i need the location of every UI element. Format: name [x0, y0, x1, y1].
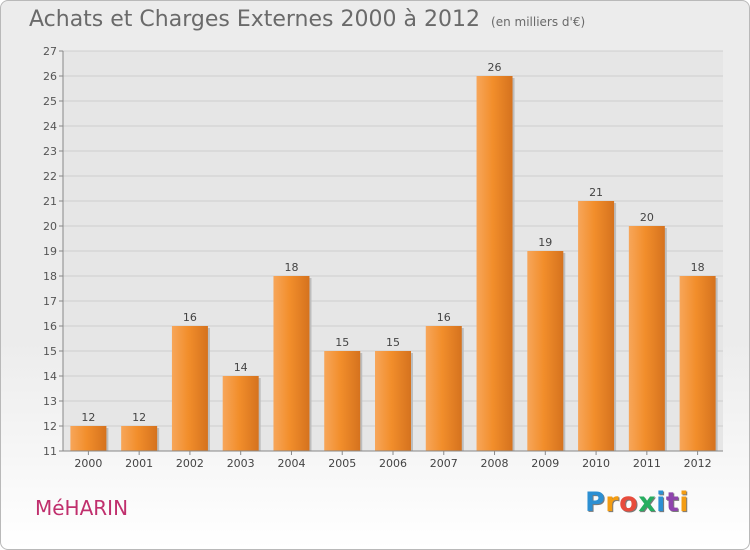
- x-tick-label: 2008: [481, 457, 509, 470]
- brand-logo-letter: o: [619, 487, 639, 518]
- y-tick-label: 16: [43, 320, 57, 333]
- bar: [679, 276, 716, 451]
- brand-logo-letter: x: [638, 487, 657, 518]
- brand-logo: Proxiti: [585, 487, 689, 518]
- x-tick-label: 2000: [74, 457, 102, 470]
- place-name: MéHARIN: [35, 496, 129, 520]
- chart-title: Achats et Charges Externes 2000 à 2012: [29, 7, 480, 32]
- chart-subtitle: (en milliers d'€): [491, 15, 586, 29]
- bar-value-label: 14: [234, 361, 248, 374]
- y-tick-label: 20: [43, 220, 57, 233]
- bar: [222, 376, 259, 451]
- bar: [578, 201, 615, 451]
- bar: [476, 76, 513, 451]
- x-tick-label: 2002: [176, 457, 204, 470]
- bar: [425, 326, 462, 451]
- axes: 11 12 13 14 15 16 17 18 19 20 21 22 23 24 25 26 27 2000 20…: [43, 45, 723, 470]
- bar: [324, 351, 361, 451]
- bar: [527, 251, 564, 451]
- bar-value-label: 18: [284, 261, 298, 274]
- bar-value-label: 18: [691, 261, 705, 274]
- bar-value-label: 20: [640, 211, 654, 224]
- bar-value-label: 15: [386, 336, 400, 349]
- x-tick-label: 2005: [328, 457, 356, 470]
- bar: [70, 426, 107, 451]
- bars: 12 12 16 14 18 15 15 16 26 19 21 20 18: [70, 61, 718, 451]
- bar-value-label: 26: [488, 61, 502, 74]
- y-tick-label: 22: [43, 170, 57, 183]
- bar-value-label: 16: [183, 311, 197, 324]
- x-tick-label: 2006: [379, 457, 407, 470]
- brand-logo-letter: P: [585, 487, 606, 518]
- bar-value-label: 21: [589, 186, 603, 199]
- bar-value-label: 12: [132, 411, 146, 424]
- x-tick-label: 2003: [227, 457, 255, 470]
- y-tick-label: 18: [43, 270, 57, 283]
- y-tick-label: 21: [43, 195, 57, 208]
- y-tick-label: 25: [43, 95, 57, 108]
- y-tick-label: 27: [43, 45, 57, 58]
- x-tick-label: 2012: [684, 457, 712, 470]
- bar-value-label: 12: [81, 411, 95, 424]
- y-tick-label: 13: [43, 395, 57, 408]
- bar: [171, 326, 208, 451]
- x-tick-label: 2009: [531, 457, 559, 470]
- bar: [273, 276, 310, 451]
- y-tick-label: 23: [43, 145, 57, 158]
- bar: [375, 351, 411, 451]
- y-tick-label: 26: [43, 70, 57, 83]
- y-tick-label: 12: [43, 420, 57, 433]
- y-tick-label: 17: [43, 295, 57, 308]
- bar-value-label: 19: [538, 236, 552, 249]
- y-tick-label: 11: [43, 445, 57, 458]
- y-tick-label: 24: [43, 120, 57, 133]
- bar: [121, 426, 158, 451]
- x-tick-label: 2011: [633, 457, 661, 470]
- bar-value-label: 16: [437, 311, 451, 324]
- y-tick-label: 14: [43, 370, 57, 383]
- y-tick-label: 19: [43, 245, 57, 258]
- brand-logo-letter: i: [679, 487, 690, 518]
- bar: [628, 226, 665, 451]
- brand-logo-letter: r: [605, 487, 620, 518]
- bar-value-label: 15: [335, 336, 349, 349]
- y-tick-label: 15: [43, 345, 57, 358]
- x-tick-label: 2010: [582, 457, 610, 470]
- x-tick-label: 2001: [125, 457, 153, 470]
- x-tick-label: 2004: [277, 457, 305, 470]
- title-line: Achats et Charges Externes 2000 à 2012 (…: [29, 7, 585, 32]
- x-tick-label: 2007: [430, 457, 458, 470]
- brand-logo-letter: t: [665, 487, 680, 518]
- brand-logo-letter: i: [656, 487, 666, 518]
